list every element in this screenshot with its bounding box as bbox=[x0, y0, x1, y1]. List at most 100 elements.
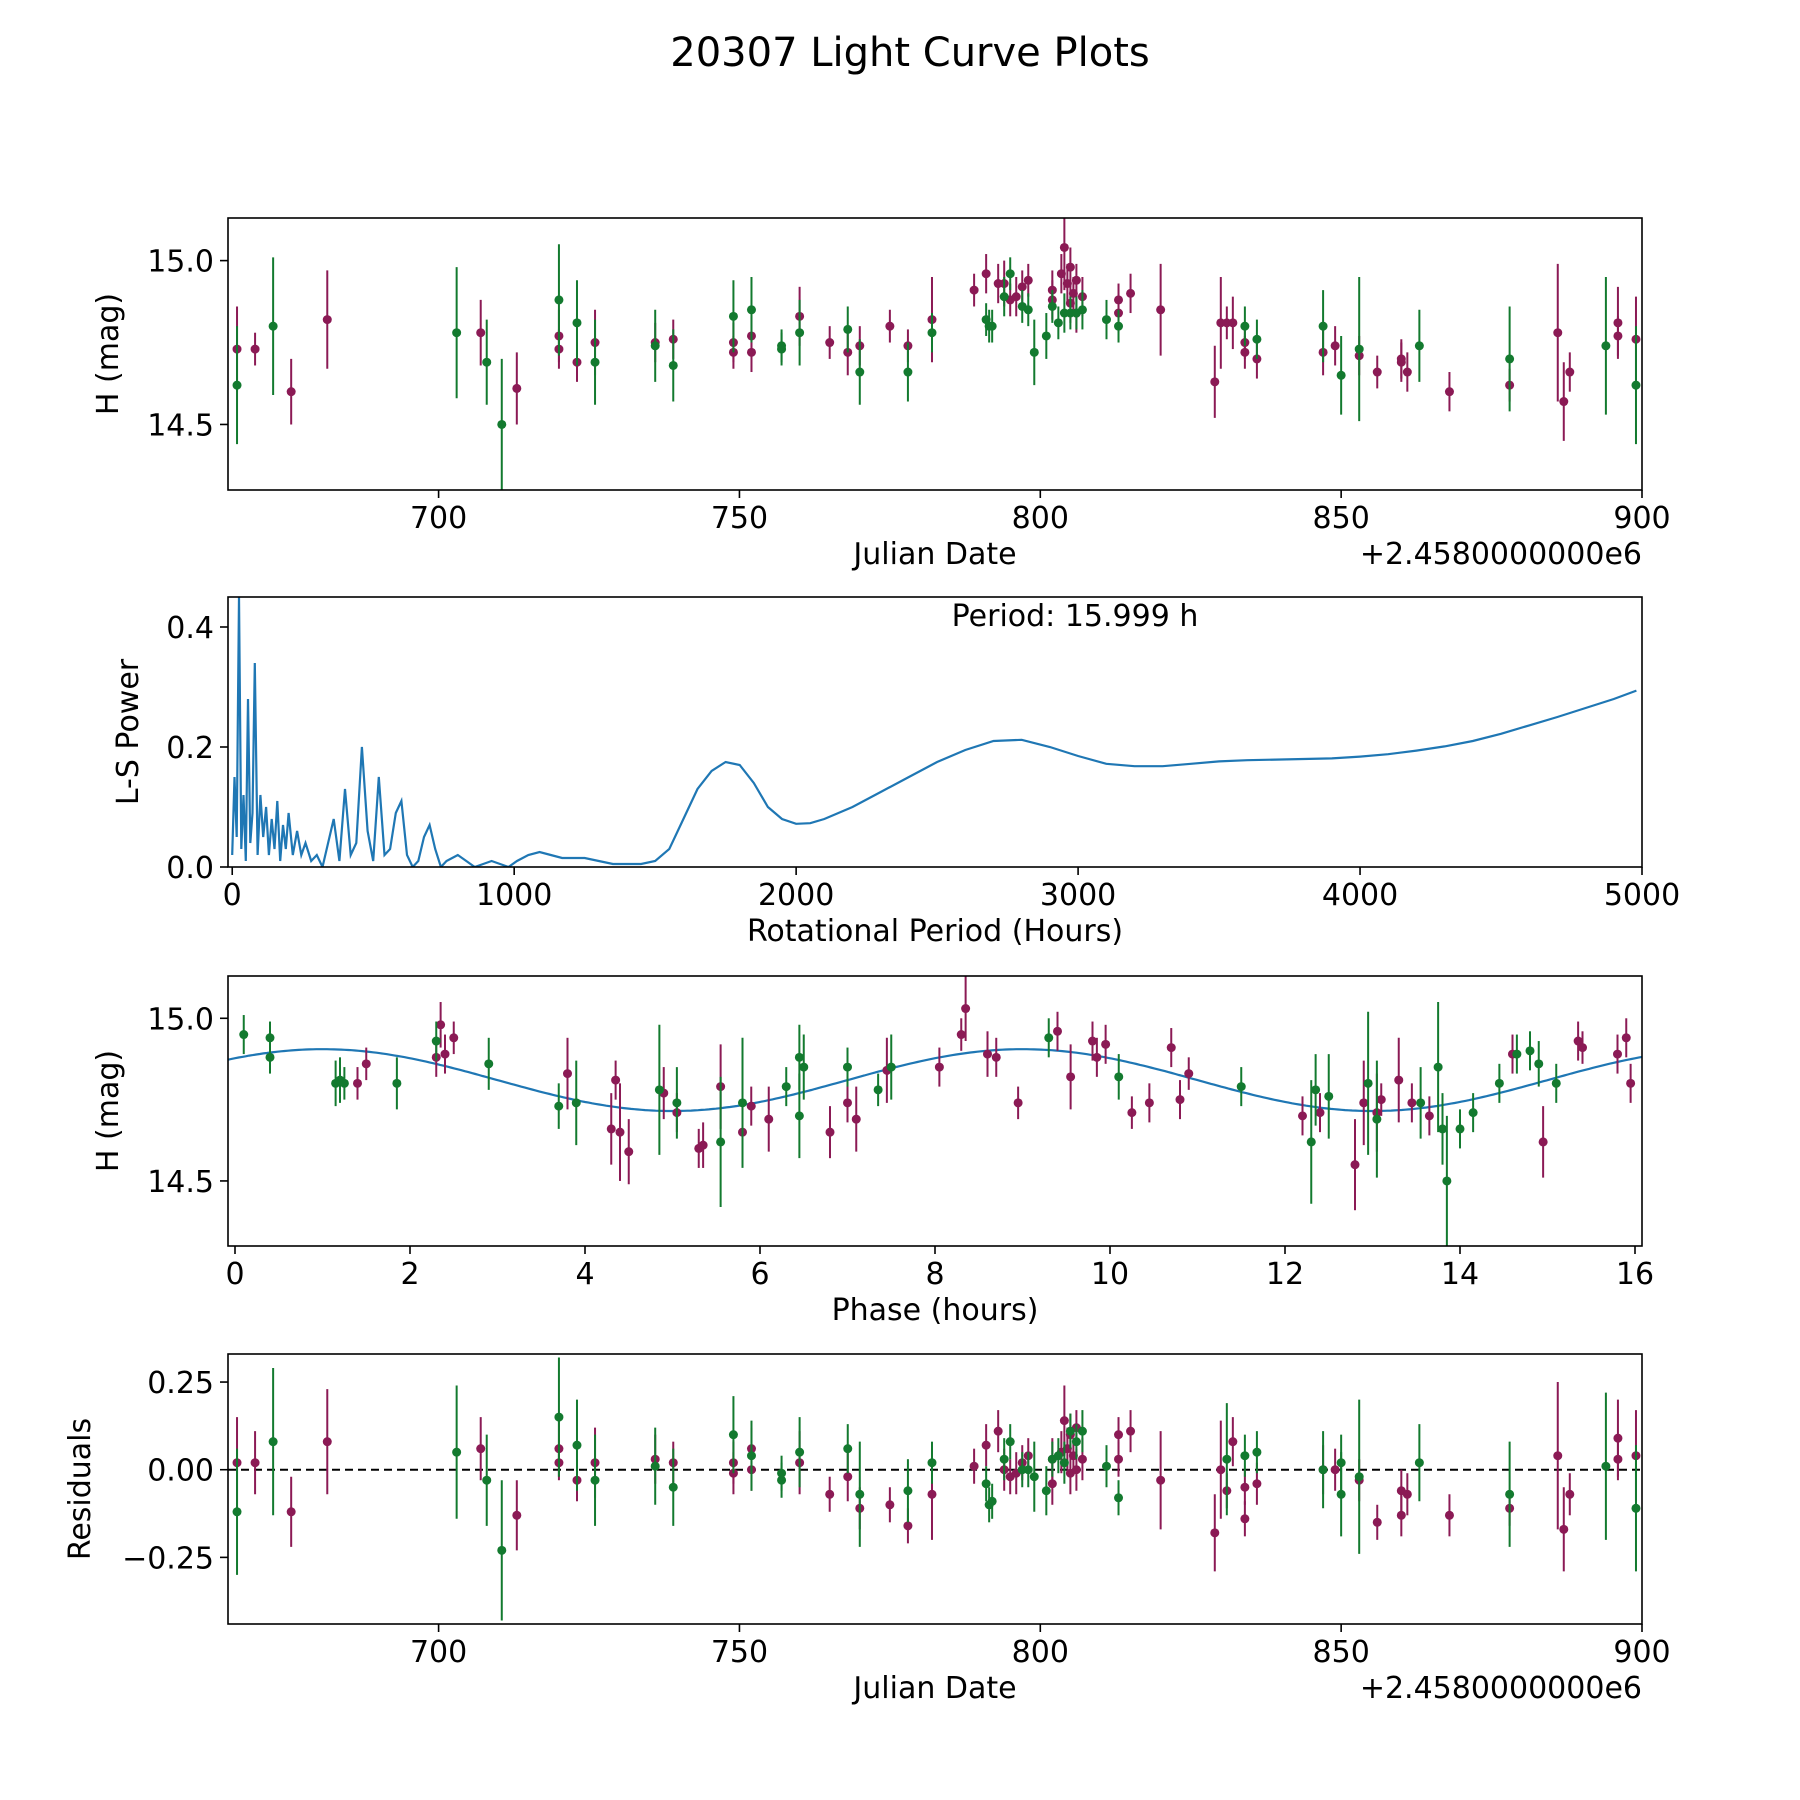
point-marker bbox=[927, 1458, 937, 1468]
point-marker bbox=[825, 1127, 835, 1137]
point-marker bbox=[497, 1545, 507, 1555]
point-marker bbox=[1416, 1098, 1426, 1108]
point-marker bbox=[361, 1059, 371, 1069]
point-marker bbox=[1559, 1524, 1569, 1534]
point-marker bbox=[1372, 1517, 1382, 1527]
data-point-magenta bbox=[1175, 1080, 1185, 1120]
data-point-magenta bbox=[1350, 1119, 1360, 1211]
point-marker bbox=[476, 1444, 486, 1454]
point-marker bbox=[1101, 1039, 1111, 1049]
point-marker bbox=[969, 1461, 979, 1471]
point-marker bbox=[1071, 1465, 1081, 1475]
point-marker bbox=[999, 1454, 1009, 1464]
data-point-magenta bbox=[1101, 1024, 1111, 1064]
point-marker bbox=[777, 1468, 787, 1478]
data-point-magenta bbox=[1394, 1037, 1404, 1123]
point-marker bbox=[1534, 1059, 1544, 1069]
point-marker bbox=[286, 1507, 296, 1517]
point-marker bbox=[1573, 1036, 1583, 1046]
data-point-green bbox=[1534, 1041, 1544, 1087]
data-point-green bbox=[1551, 1063, 1561, 1103]
data-point-green bbox=[268, 257, 278, 395]
point-marker bbox=[1621, 1033, 1631, 1043]
data-point-green bbox=[1631, 326, 1641, 445]
point-marker bbox=[1402, 367, 1412, 377]
data-point-magenta bbox=[1424, 1096, 1434, 1136]
data-point-magenta bbox=[1228, 296, 1238, 350]
data-point-green bbox=[1442, 1115, 1452, 1246]
data-point-magenta bbox=[1092, 1037, 1102, 1077]
point-marker bbox=[1354, 344, 1364, 354]
period-annotation: Period: 15.999 h bbox=[952, 599, 1199, 634]
point-marker bbox=[1350, 1160, 1360, 1170]
x-offset-label: +2.4580000000e6 bbox=[1360, 537, 1642, 572]
point-marker bbox=[624, 1147, 634, 1157]
point-marker bbox=[1311, 1085, 1321, 1095]
data-point-green bbox=[672, 1067, 682, 1139]
point-marker bbox=[855, 367, 865, 377]
x-tick-label: 2 bbox=[400, 1257, 419, 1292]
data-point-green bbox=[855, 1441, 865, 1547]
x-tick-label: 3000 bbox=[1040, 878, 1116, 913]
periodogram-line bbox=[231, 597, 1637, 867]
point-marker bbox=[668, 360, 678, 370]
data-point-green bbox=[239, 1015, 249, 1055]
x-tick-label: 8 bbox=[925, 1257, 944, 1292]
point-marker bbox=[993, 1426, 1003, 1436]
point-marker bbox=[1505, 1489, 1515, 1499]
data-point-magenta bbox=[436, 1002, 446, 1048]
data-point-green bbox=[1455, 1109, 1465, 1149]
point-marker bbox=[392, 1078, 402, 1088]
data-point-magenta bbox=[993, 1410, 1003, 1453]
data-point-green bbox=[746, 276, 756, 343]
point-marker bbox=[1315, 1108, 1325, 1118]
point-marker bbox=[1210, 377, 1220, 387]
y-tick-label: 0.4 bbox=[166, 611, 214, 646]
data-point-magenta bbox=[1210, 1494, 1220, 1572]
data-point-green bbox=[1512, 1034, 1522, 1074]
point-marker bbox=[1017, 282, 1027, 292]
point-marker bbox=[232, 1507, 242, 1517]
point-marker bbox=[698, 1140, 708, 1150]
point-marker bbox=[961, 1004, 971, 1014]
point-marker bbox=[1156, 1475, 1166, 1485]
point-marker bbox=[606, 1124, 616, 1134]
data-point-green bbox=[1336, 1452, 1346, 1537]
point-marker bbox=[1578, 1043, 1587, 1053]
point-marker bbox=[1252, 1447, 1262, 1457]
point-marker bbox=[1114, 295, 1124, 305]
point-marker bbox=[746, 1101, 756, 1111]
point-marker bbox=[615, 1127, 625, 1137]
point-marker bbox=[484, 1059, 494, 1069]
point-marker bbox=[1438, 1124, 1447, 1134]
y-axis-label: Residuals bbox=[63, 1418, 98, 1560]
data-point-green bbox=[482, 319, 492, 405]
point-marker bbox=[650, 341, 660, 351]
data-point-magenta bbox=[286, 1476, 296, 1547]
data-point-green bbox=[1416, 1067, 1426, 1139]
data-point-green bbox=[1041, 1466, 1051, 1516]
point-marker bbox=[825, 338, 835, 348]
data-point-magenta bbox=[353, 1067, 362, 1100]
data-point-magenta bbox=[1402, 352, 1412, 392]
point-marker bbox=[1127, 1108, 1137, 1118]
point-marker bbox=[1236, 1082, 1246, 1092]
data-point-green bbox=[1077, 290, 1087, 330]
point-marker bbox=[764, 1114, 774, 1124]
point-marker bbox=[1324, 1091, 1334, 1101]
data-point-magenta bbox=[1011, 276, 1021, 317]
data-point-magenta bbox=[825, 326, 835, 359]
data-point-magenta bbox=[969, 1448, 979, 1484]
point-marker bbox=[1047, 1479, 1057, 1489]
point-marker bbox=[353, 1078, 362, 1088]
point-marker bbox=[1029, 1472, 1039, 1482]
data-point-magenta bbox=[1559, 362, 1569, 441]
point-marker bbox=[1601, 341, 1611, 351]
data-point-green bbox=[1059, 1441, 1069, 1484]
point-marker bbox=[794, 1111, 804, 1121]
point-marker bbox=[728, 1430, 738, 1440]
data-point-green bbox=[1468, 1093, 1478, 1133]
data-point-green bbox=[927, 1441, 937, 1484]
point-marker bbox=[1433, 1062, 1443, 1072]
data-point-green bbox=[265, 1021, 275, 1055]
